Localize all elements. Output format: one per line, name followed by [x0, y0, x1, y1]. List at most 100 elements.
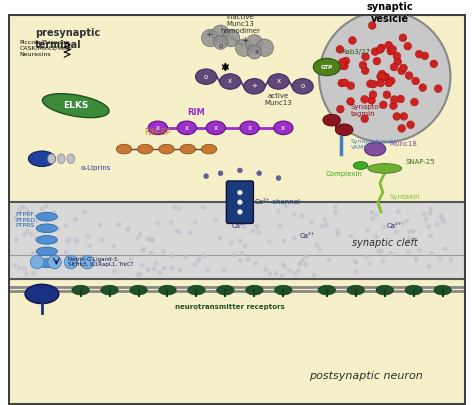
Circle shape	[419, 84, 427, 92]
Ellipse shape	[353, 162, 368, 169]
Circle shape	[254, 261, 258, 266]
Circle shape	[407, 229, 411, 234]
Circle shape	[404, 43, 411, 50]
Circle shape	[80, 256, 85, 261]
Circle shape	[28, 232, 34, 237]
Circle shape	[427, 264, 431, 269]
Text: presynaptic
terminal: presynaptic terminal	[35, 28, 100, 50]
Circle shape	[333, 210, 338, 215]
Circle shape	[428, 206, 433, 211]
Circle shape	[153, 261, 158, 266]
Circle shape	[414, 257, 419, 262]
Circle shape	[391, 224, 395, 229]
Circle shape	[112, 244, 117, 248]
Text: x: x	[214, 125, 218, 131]
Circle shape	[162, 266, 167, 271]
Text: SNAP-25: SNAP-25	[406, 159, 436, 165]
Circle shape	[73, 217, 78, 222]
Ellipse shape	[159, 144, 174, 154]
Circle shape	[383, 91, 391, 98]
Circle shape	[177, 206, 182, 211]
Circle shape	[337, 105, 344, 113]
Ellipse shape	[313, 58, 340, 76]
Text: o: o	[219, 43, 223, 49]
Circle shape	[169, 220, 173, 225]
Ellipse shape	[25, 284, 59, 304]
Circle shape	[398, 124, 406, 132]
Circle shape	[337, 62, 345, 70]
Circle shape	[292, 236, 297, 241]
Circle shape	[278, 224, 283, 228]
Circle shape	[13, 216, 18, 221]
Circle shape	[428, 233, 433, 238]
Circle shape	[373, 57, 381, 65]
Circle shape	[256, 39, 273, 56]
Circle shape	[39, 206, 44, 211]
Circle shape	[48, 255, 61, 269]
Circle shape	[361, 115, 369, 123]
Circle shape	[370, 216, 375, 221]
Ellipse shape	[201, 144, 217, 154]
Circle shape	[125, 227, 130, 232]
Circle shape	[414, 256, 419, 261]
Circle shape	[303, 234, 308, 239]
Circle shape	[237, 209, 242, 214]
Ellipse shape	[246, 285, 263, 295]
Text: Complexin: Complexin	[326, 171, 363, 177]
Ellipse shape	[274, 285, 292, 295]
Circle shape	[378, 70, 386, 78]
Circle shape	[65, 239, 70, 243]
Circle shape	[311, 273, 316, 278]
Circle shape	[251, 228, 255, 233]
Ellipse shape	[101, 285, 118, 295]
Circle shape	[333, 205, 338, 209]
Text: Ca²⁺: Ca²⁺	[300, 233, 315, 239]
Text: x: x	[255, 49, 259, 55]
Circle shape	[214, 35, 228, 49]
Circle shape	[280, 273, 285, 278]
Ellipse shape	[67, 154, 75, 164]
Circle shape	[247, 45, 261, 59]
Circle shape	[64, 250, 69, 255]
Circle shape	[99, 237, 104, 242]
Circle shape	[44, 204, 48, 209]
Circle shape	[382, 73, 390, 81]
Circle shape	[382, 224, 387, 229]
Circle shape	[17, 266, 22, 271]
Circle shape	[246, 35, 263, 52]
Circle shape	[126, 227, 130, 232]
Circle shape	[170, 253, 175, 258]
Circle shape	[135, 273, 140, 277]
Text: active
Munc13: active Munc13	[264, 93, 292, 106]
Circle shape	[22, 205, 27, 210]
Text: α-Liprins: α-Liprins	[81, 165, 111, 171]
Circle shape	[341, 79, 349, 87]
Circle shape	[292, 212, 297, 217]
Circle shape	[174, 229, 179, 234]
Circle shape	[338, 58, 346, 66]
Circle shape	[380, 101, 387, 109]
Circle shape	[146, 267, 151, 272]
Ellipse shape	[36, 236, 57, 244]
Text: +: +	[241, 36, 248, 45]
Text: Syntaxin: Syntaxin	[390, 194, 420, 200]
Circle shape	[150, 238, 155, 243]
Text: o: o	[301, 83, 305, 90]
Circle shape	[427, 224, 431, 229]
Circle shape	[34, 236, 38, 241]
Circle shape	[116, 222, 121, 227]
Circle shape	[364, 255, 369, 260]
Ellipse shape	[130, 285, 147, 295]
Ellipse shape	[405, 285, 422, 295]
Circle shape	[202, 254, 207, 258]
Circle shape	[50, 260, 55, 265]
Circle shape	[177, 267, 182, 272]
Circle shape	[18, 208, 22, 213]
Circle shape	[435, 222, 439, 226]
Ellipse shape	[318, 285, 336, 295]
Circle shape	[394, 58, 401, 66]
Ellipse shape	[28, 151, 55, 166]
Circle shape	[14, 238, 18, 243]
Text: Piccolo/Bassoon
CASK/Mint1/Velis
Neurexins: Piccolo/Bassoon CASK/Mint1/Velis Neurexi…	[20, 40, 73, 57]
Circle shape	[387, 47, 394, 55]
